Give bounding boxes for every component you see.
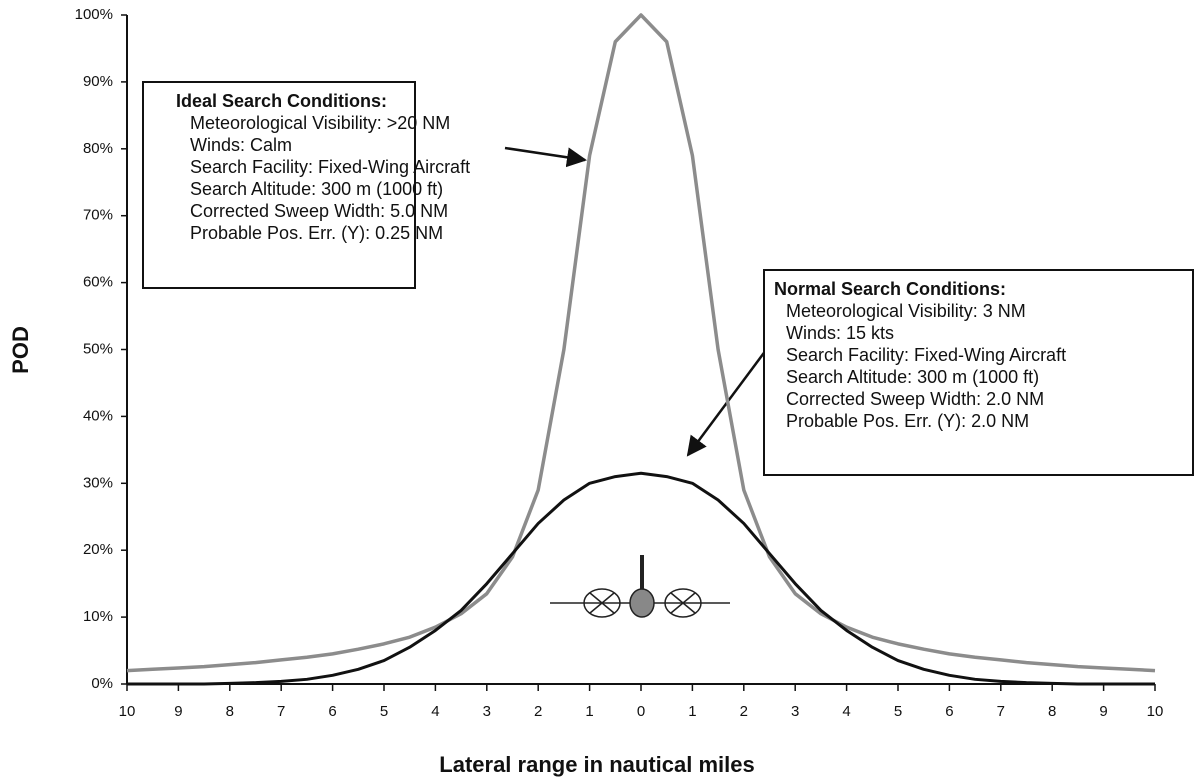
x-tick-label: 2 [534,703,542,720]
airplane-icon [550,555,730,618]
x-tick-label: 9 [1099,703,1107,720]
annotation-line: Corrected Sweep Width: 2.0 NM [786,389,1044,409]
x-tick-label: 7 [277,703,285,720]
x-tick-label: 0 [637,703,645,720]
annotation-title: Normal Search Conditions: [774,279,1006,299]
y-tick-label: 70% [83,207,113,224]
x-tick-label: 6 [945,703,953,720]
arrow [686,337,777,457]
series-line [126,13,1156,673]
x-tick-label: 3 [483,703,491,720]
series-line [127,471,1155,686]
y-axis-label: POD [8,326,33,374]
annotation-line: Search Facility: Fixed-Wing Aircraft [190,157,470,177]
x-tick-label: 9 [174,703,182,720]
annotation-line: Probable Pos. Err. (Y): 0.25 NM [190,223,443,243]
y-tick-label: 90% [83,73,113,90]
y-tick-label: 80% [83,140,113,157]
annotation-line: Winds: 15 kts [786,323,894,343]
annotation-line: Search Facility: Fixed-Wing Aircraft [786,345,1066,365]
x-axis-label: Lateral range in nautical miles [439,752,754,777]
x-tick-label: 5 [380,703,388,720]
annotation-line: Winds: Calm [190,135,292,155]
y-tick-label: 50% [83,340,113,357]
y-tick-label: 20% [83,541,113,558]
y-tick-label: 0% [91,675,113,692]
x-tick-label: 1 [585,703,593,720]
x-tick-label: 6 [328,703,336,720]
annotation-box [142,81,416,289]
x-tick-label: 3 [791,703,799,720]
x-tick-label: 8 [226,703,234,720]
y-tick-label: 30% [83,474,113,491]
x-tick-label: 1 [688,703,696,720]
y-tick-label: 60% [83,274,113,291]
x-tick-label: 5 [894,703,902,720]
arrow [504,146,587,168]
x-tick-label: 10 [119,703,136,720]
y-tick-label: 40% [83,407,113,424]
y-tick-label: 10% [83,608,113,625]
annotation-box [763,269,1194,476]
x-tick-label: 4 [842,703,850,720]
y-tick-label: 100% [75,6,113,23]
annotation-line: Probable Pos. Err. (Y): 2.0 NM [786,411,1029,431]
x-tick-label: 2 [740,703,748,720]
x-tick-label: 10 [1147,703,1164,720]
annotation-line: Meteorological Visibility: 3 NM [786,301,1026,321]
annotation-line: Meteorological Visibility: >20 NM [190,113,450,133]
annotation-line: Search Altitude: 300 m (1000 ft) [190,179,443,199]
x-tick-label: 7 [997,703,1005,720]
x-tick-label: 4 [431,703,439,720]
annotation-line: Corrected Sweep Width: 5.0 NM [190,201,448,221]
annotation-title: Ideal Search Conditions: [176,91,387,111]
annotation-line: Search Altitude: 300 m (1000 ft) [786,367,1039,387]
x-tick-label: 8 [1048,703,1056,720]
